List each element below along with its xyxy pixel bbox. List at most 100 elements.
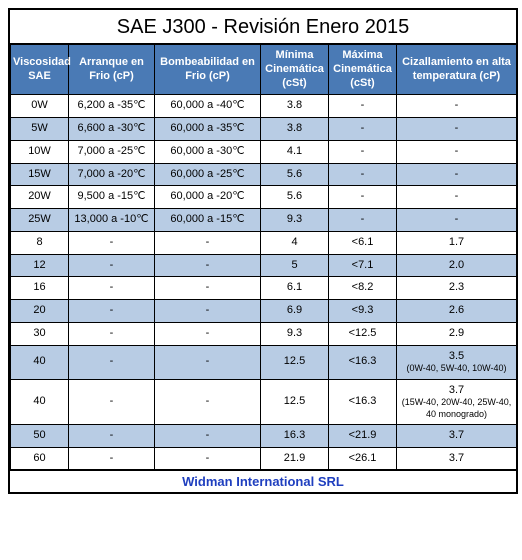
table-row: 25W13,000 a -10℃60,000 a -15℃9.3--: [11, 209, 517, 232]
cell-sae: 30: [11, 322, 69, 345]
cell-arr: -: [69, 300, 155, 323]
cell-bom: 60,000 a -35℃: [155, 118, 261, 141]
table-row: 5W6,600 a -30℃60,000 a -35℃3.8--: [11, 118, 517, 141]
table-row: 40--12.5<16.33.5(0W-40, 5W-40, 10W-40): [11, 345, 517, 379]
cell-sae: 12: [11, 254, 69, 277]
cell-bom: 60,000 a -20℃: [155, 186, 261, 209]
viscosity-table: Viscosidad SAE Arranque en Frio (cP) Bom…: [10, 44, 517, 470]
cell-min: 12.5: [261, 345, 329, 379]
cell-arr: -: [69, 424, 155, 447]
cell-min: 9.3: [261, 322, 329, 345]
cell-sae: 16: [11, 277, 69, 300]
cell-max: -: [329, 163, 397, 186]
cell-arr: 7,000 a -25℃: [69, 140, 155, 163]
cell-min: 16.3: [261, 424, 329, 447]
table-row: 15W7,000 a -20℃60,000 a -25℃5.6--: [11, 163, 517, 186]
cell-max: <6.1: [329, 231, 397, 254]
cell-arr: 6,200 a -35℃: [69, 95, 155, 118]
cell-arr: 13,000 a -10℃: [69, 209, 155, 232]
table-row: 60--21.9<26.13.7: [11, 447, 517, 470]
cell-bom: -: [155, 231, 261, 254]
cell-sae: 50: [11, 424, 69, 447]
table-row: 12--5<7.12.0: [11, 254, 517, 277]
table-row: 10W7,000 a -25℃60,000 a -30℃4.1--: [11, 140, 517, 163]
cell-max: <21.9: [329, 424, 397, 447]
cell-arr: 6,600 a -30℃: [69, 118, 155, 141]
cell-arr: -: [69, 254, 155, 277]
cell-sae: 8: [11, 231, 69, 254]
cell-bom: -: [155, 424, 261, 447]
cell-arr: 9,500 a -15℃: [69, 186, 155, 209]
table-container: SAE J300 - Revisión Enero 2015 Viscosida…: [8, 8, 518, 494]
cell-bom: -: [155, 254, 261, 277]
cell-ciz: -: [397, 118, 517, 141]
cell-max: <16.3: [329, 379, 397, 424]
cell-sae: 0W: [11, 95, 69, 118]
table-row: 30--9.3<12.52.9: [11, 322, 517, 345]
cell-bom: -: [155, 277, 261, 300]
cell-ciz: 2.6: [397, 300, 517, 323]
cell-sae: 40: [11, 379, 69, 424]
cell-arr: -: [69, 447, 155, 470]
cell-bom: -: [155, 322, 261, 345]
cell-min: 6.9: [261, 300, 329, 323]
col-header: Bombeabilidad en Frio (cP): [155, 45, 261, 95]
cell-min: 4.1: [261, 140, 329, 163]
cell-min: 5.6: [261, 186, 329, 209]
cell-max: -: [329, 140, 397, 163]
cell-sae: 10W: [11, 140, 69, 163]
cell-sae: 5W: [11, 118, 69, 141]
table-row: 40--12.5<16.33.7(15W-40, 20W-40, 25W-40,…: [11, 379, 517, 424]
cell-bom: 60,000 a -30℃: [155, 140, 261, 163]
cell-ciz: 3.7: [397, 447, 517, 470]
page-title: SAE J300 - Revisión Enero 2015: [10, 10, 516, 44]
table-row: 20--6.9<9.32.6: [11, 300, 517, 323]
cell-ciz-sub: (0W-40, 5W-40, 10W-40): [399, 363, 514, 374]
cell-ciz: -: [397, 186, 517, 209]
cell-max: <8.2: [329, 277, 397, 300]
cell-arr: -: [69, 379, 155, 424]
cell-min: 6.1: [261, 277, 329, 300]
cell-min: 3.8: [261, 95, 329, 118]
table-row: 20W9,500 a -15℃60,000 a -20℃5.6--: [11, 186, 517, 209]
cell-min: 9.3: [261, 209, 329, 232]
cell-ciz: 3.5(0W-40, 5W-40, 10W-40): [397, 345, 517, 379]
cell-sae: 15W: [11, 163, 69, 186]
cell-bom: -: [155, 379, 261, 424]
cell-min: 5.6: [261, 163, 329, 186]
col-header: Máxima Cinemática (cSt): [329, 45, 397, 95]
cell-arr: -: [69, 277, 155, 300]
cell-min: 21.9: [261, 447, 329, 470]
col-header: Arranque en Frio (cP): [69, 45, 155, 95]
footer-credit: Widman International SRL: [10, 470, 516, 492]
cell-min: 3.8: [261, 118, 329, 141]
cell-bom: -: [155, 300, 261, 323]
cell-arr: -: [69, 322, 155, 345]
cell-ciz: -: [397, 95, 517, 118]
cell-max: -: [329, 95, 397, 118]
cell-ciz: 3.7: [397, 424, 517, 447]
cell-ciz: -: [397, 209, 517, 232]
table-row: 50--16.3<21.93.7: [11, 424, 517, 447]
col-header: Mínima Cinemática (cSt): [261, 45, 329, 95]
cell-min: 12.5: [261, 379, 329, 424]
cell-max: <9.3: [329, 300, 397, 323]
cell-bom: 60,000 a -25℃: [155, 163, 261, 186]
cell-sae: 60: [11, 447, 69, 470]
table-row: 8--4<6.11.7: [11, 231, 517, 254]
cell-sae: 40: [11, 345, 69, 379]
cell-ciz: -: [397, 140, 517, 163]
cell-ciz: 3.7(15W-40, 20W-40, 25W-40, 40 monogrado…: [397, 379, 517, 424]
cell-bom: -: [155, 345, 261, 379]
cell-arr: -: [69, 231, 155, 254]
cell-sae: 20: [11, 300, 69, 323]
cell-max: -: [329, 118, 397, 141]
cell-bom: -: [155, 447, 261, 470]
cell-ciz-sub: (15W-40, 20W-40, 25W-40, 40 monogrado): [399, 397, 514, 420]
cell-max: <7.1: [329, 254, 397, 277]
cell-arr: 7,000 a -20℃: [69, 163, 155, 186]
table-row: 0W6,200 a -35℃60,000 a -40℃3.8--: [11, 95, 517, 118]
cell-ciz: 2.3: [397, 277, 517, 300]
cell-max: <12.5: [329, 322, 397, 345]
cell-max: <26.1: [329, 447, 397, 470]
